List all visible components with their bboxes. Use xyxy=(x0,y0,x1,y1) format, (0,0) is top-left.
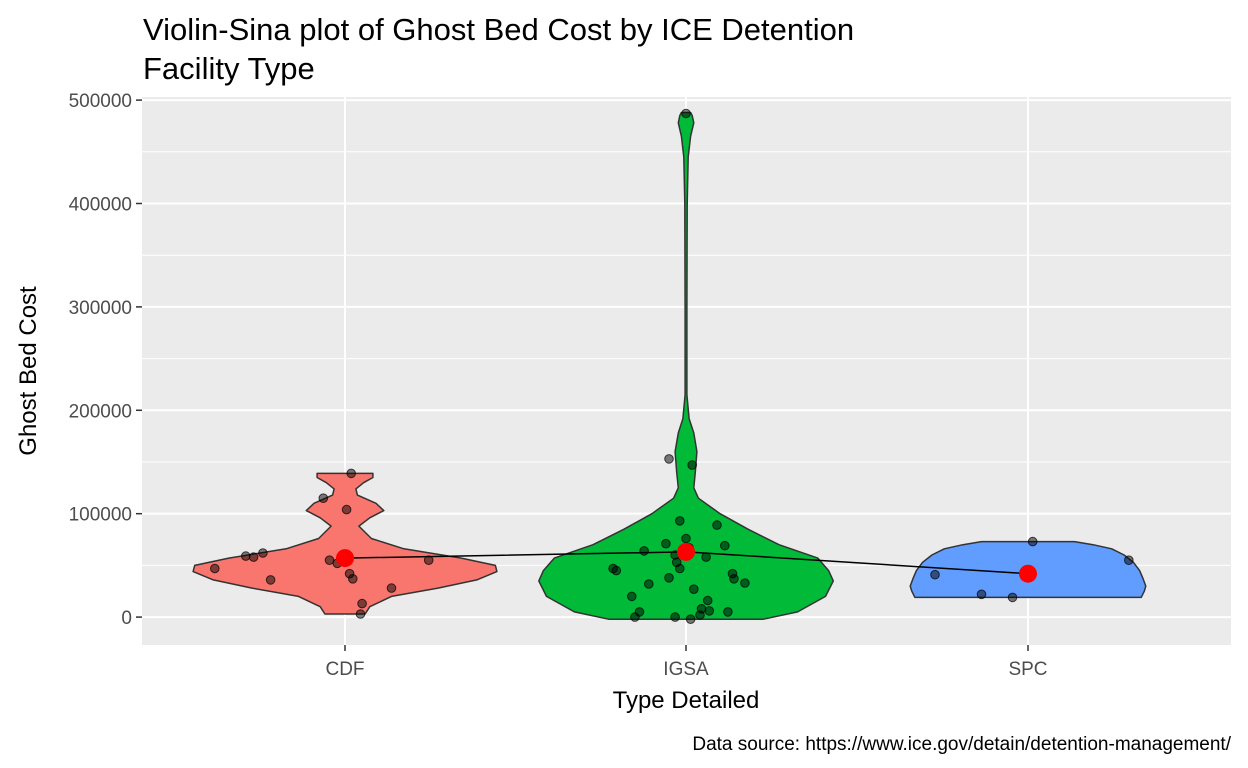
data-point-spc xyxy=(976,589,987,600)
y-tick-label: 200000 xyxy=(69,401,132,422)
data-point-igsa xyxy=(661,538,671,549)
mean-marker-igsa xyxy=(677,542,695,561)
data-points xyxy=(210,108,1134,625)
data-point-spc xyxy=(1027,536,1038,547)
data-point-igsa xyxy=(611,565,622,576)
data-point-spc xyxy=(1007,592,1018,603)
data-point-cdf xyxy=(355,609,366,619)
data-source-caption: Data source: https://www.ice.gov/detain/… xyxy=(692,734,1231,755)
data-point-igsa xyxy=(675,563,685,574)
data-point-cdf xyxy=(265,575,276,585)
axis-ticks: 0 100000 200000 300000 400000 500000 CDF IGSA SP… xyxy=(69,91,1048,680)
y-axis-title: Ghost Bed Cost xyxy=(15,286,42,456)
data-point-igsa xyxy=(644,579,654,589)
data-point-cdf xyxy=(386,583,397,593)
y-tick-label: 100000 xyxy=(69,505,132,526)
data-point-cdf xyxy=(248,552,259,562)
data-point-igsa xyxy=(740,578,750,588)
data-point-igsa xyxy=(664,454,674,464)
data-point-igsa xyxy=(664,573,674,583)
y-tick-label: 500000 xyxy=(69,91,132,112)
y-tick-label: 300000 xyxy=(69,298,132,319)
data-point-igsa xyxy=(689,584,699,595)
data-point-igsa xyxy=(723,607,733,617)
data-point-igsa xyxy=(702,595,713,606)
data-point-cdf xyxy=(341,504,352,515)
data-point-cdf xyxy=(357,598,367,609)
data-point-cdf xyxy=(348,574,358,584)
y-tick-label: 0 xyxy=(121,608,132,629)
data-point-igsa xyxy=(729,574,739,584)
data-point-igsa xyxy=(685,614,696,625)
data-point-spc xyxy=(930,569,940,580)
data-point-igsa xyxy=(681,108,691,119)
data-point-cdf xyxy=(346,468,357,479)
data-point-cdf xyxy=(318,493,329,504)
data-point-igsa xyxy=(675,516,685,526)
data-point-igsa xyxy=(695,610,705,620)
y-tick-label: 400000 xyxy=(69,194,132,215)
data-point-igsa xyxy=(712,520,722,530)
mean-markers xyxy=(336,542,1037,583)
data-point-igsa xyxy=(720,540,730,551)
data-point-igsa xyxy=(639,546,649,556)
x-axis-title: Type Detailed xyxy=(613,687,760,714)
data-point-igsa xyxy=(627,591,637,602)
data-point-cdf xyxy=(210,563,220,574)
data-point-igsa xyxy=(687,460,698,470)
x-tick-label-cdf: CDF xyxy=(325,659,364,680)
data-point-cdf xyxy=(241,551,251,561)
data-point-igsa xyxy=(704,606,715,616)
mean-marker-spc xyxy=(1019,564,1037,583)
data-point-spc xyxy=(1124,555,1134,566)
data-point-cdf xyxy=(258,548,268,558)
mean-marker-cdf xyxy=(336,549,354,568)
data-point-igsa xyxy=(681,533,691,544)
chart-title-line-1: Violin-Sina plot of Ghost Bed Cost by IC… xyxy=(143,12,854,47)
data-point-igsa xyxy=(630,612,640,622)
data-point-igsa xyxy=(670,612,680,622)
chart-title-line-2: Facility Type xyxy=(143,51,315,86)
x-tick-label-spc: SPC xyxy=(1008,659,1047,680)
x-tick-label-igsa: IGSA xyxy=(663,659,709,680)
